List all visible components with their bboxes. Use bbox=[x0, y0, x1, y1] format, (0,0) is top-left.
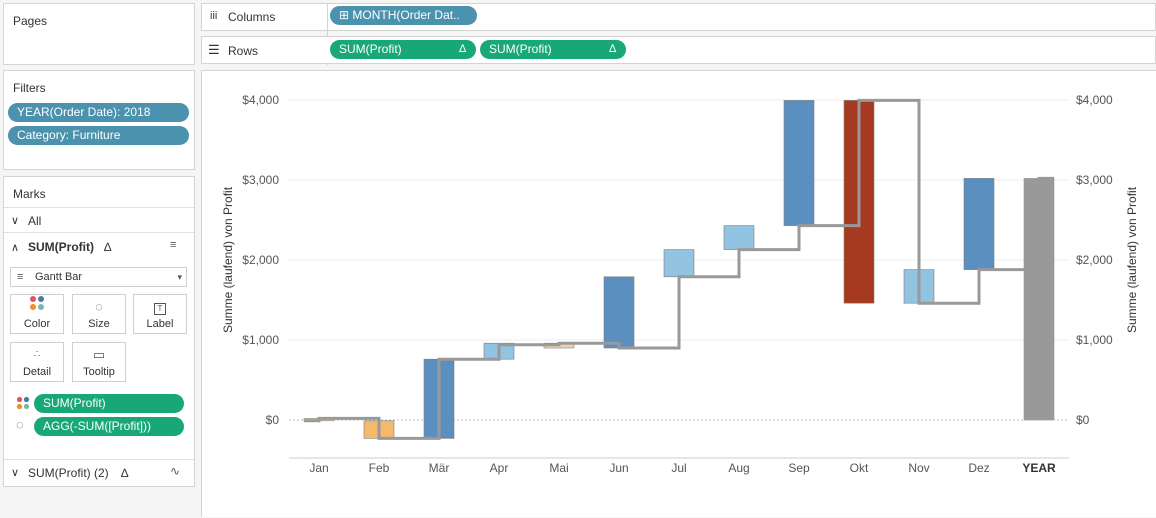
marks-all-label[interactable]: All bbox=[28, 214, 42, 228]
mark-type-dropdown[interactable]: ≡ Gantt Bar ▾ bbox=[10, 267, 187, 287]
y-tick-label-left: $4,000 bbox=[242, 93, 279, 107]
x-tick-label: Sep bbox=[788, 461, 810, 475]
waterfall-bar bbox=[963, 178, 995, 270]
detail-label: Detail bbox=[22, 366, 52, 378]
delta-icon: ∆ bbox=[609, 43, 616, 55]
y-axis-title-left: Summe (laufend) von Profit bbox=[221, 186, 235, 333]
running-total-line bbox=[304, 98, 1054, 440]
plus-box-icon: ⊞ bbox=[339, 8, 350, 22]
color-button[interactable]: Color bbox=[10, 294, 64, 334]
waterfall-bar bbox=[783, 100, 815, 226]
size-label: Size bbox=[88, 318, 110, 330]
chevron-down-icon[interactable]: ∨ bbox=[11, 215, 20, 227]
shelf-divider bbox=[327, 3, 328, 65]
y-tick-label-right: $4,000 bbox=[1076, 93, 1113, 107]
x-tick-label: Okt bbox=[850, 461, 869, 475]
tooltip-icon: ▭ bbox=[92, 347, 106, 362]
marks-card-title[interactable]: SUM(Profit) bbox=[28, 240, 94, 254]
x-tick-label: Dez bbox=[968, 461, 989, 475]
filter-pill-year[interactable]: YEAR(Order Date): 2018 bbox=[8, 103, 189, 122]
x-tick-label: Apr bbox=[490, 461, 509, 475]
y-tick-label-right: $2,000 bbox=[1076, 253, 1113, 267]
chart-canvas: $4,000 $4,000 $3,000 $3,000 $2,000 $2,000 $1,0… bbox=[201, 70, 1156, 517]
line-type-icon: ∿ bbox=[170, 464, 181, 478]
y-tick-label-left: $0 bbox=[266, 413, 280, 427]
label-icon: T bbox=[134, 295, 186, 317]
x-tick-label: Mai bbox=[549, 461, 568, 475]
marks-card-title-2[interactable]: SUM(Profit) (2) bbox=[28, 466, 109, 480]
x-tick-label: Feb bbox=[369, 461, 390, 475]
field-label: AGG(-SUM([Profit])) bbox=[43, 419, 151, 433]
label-button[interactable]: T Label bbox=[133, 294, 187, 334]
x-tick-label: Jan bbox=[309, 461, 328, 475]
detail-button[interactable]: ∴ Detail bbox=[10, 342, 64, 382]
y-tick-label-left: $1,000 bbox=[242, 333, 279, 347]
x-tick-label: Mär bbox=[429, 461, 450, 475]
gantt-bar-icon: ≡ bbox=[17, 271, 24, 283]
waterfall-bar bbox=[603, 276, 635, 349]
x-tick-label: YEAR bbox=[1022, 461, 1056, 475]
color-icon bbox=[11, 295, 63, 317]
columns-label: Columns bbox=[228, 10, 276, 24]
filter-pill-category[interactable]: Category: Furniture bbox=[8, 126, 189, 145]
waterfall-chart: $4,000 $4,000 $3,000 $3,000 $2,000 $2,000 $1,0… bbox=[221, 93, 1139, 475]
size-field-icon: ◌ bbox=[16, 417, 24, 432]
rows-icon: ☰ bbox=[208, 42, 220, 57]
x-tick-label: Jul bbox=[671, 461, 686, 475]
size-button[interactable]: ◌ Size bbox=[72, 294, 126, 334]
rows-pill-label: SUM(Profit) bbox=[339, 42, 402, 56]
x-tick-label: Jun bbox=[609, 461, 628, 475]
filters-title: Filters bbox=[13, 81, 46, 95]
pages-card: Pages bbox=[3, 3, 195, 65]
size-icon: ◌ bbox=[95, 299, 103, 314]
y-tick-label-left: $2,000 bbox=[242, 253, 279, 267]
delta-icon: ∆ bbox=[121, 466, 129, 480]
waterfall-bar bbox=[723, 225, 755, 250]
rows-pill-profit-1[interactable]: SUM(Profit) ∆ bbox=[330, 40, 476, 59]
delta-icon: ∆ bbox=[459, 43, 466, 55]
dropdown-arrow-icon: ▾ bbox=[177, 272, 182, 282]
columns-pill-label: MONTH(Order Dat.. bbox=[352, 8, 460, 22]
label-label: Label bbox=[146, 318, 174, 330]
marks-field-agg[interactable]: AGG(-SUM([Profit])) bbox=[34, 417, 184, 436]
color-label: Color bbox=[23, 318, 51, 330]
rows-pill-profit-2[interactable]: SUM(Profit) ∆ bbox=[480, 40, 626, 59]
field-label: SUM(Profit) bbox=[43, 396, 106, 410]
marks-field-sum-profit[interactable]: SUM(Profit) bbox=[34, 394, 184, 413]
y-tick-label-right: $0 bbox=[1076, 413, 1090, 427]
chevron-up-icon[interactable]: ∧ bbox=[11, 242, 20, 254]
rows-label: Rows bbox=[228, 44, 259, 58]
delta-icon: ∆ bbox=[104, 240, 112, 254]
waterfall-bar bbox=[663, 249, 695, 278]
pages-title: Pages bbox=[13, 14, 48, 28]
y-tick-label-right: $3,000 bbox=[1076, 173, 1113, 187]
gantt-type-icon: ≡ bbox=[170, 239, 177, 251]
columns-icon: iii bbox=[210, 10, 218, 22]
x-tick-label: Aug bbox=[728, 461, 749, 475]
tooltip-label: Tooltip bbox=[83, 366, 115, 378]
mark-type-label: Gantt Bar bbox=[35, 271, 83, 283]
filter-label: YEAR(Order Date): 2018 bbox=[17, 105, 151, 119]
y-tick-label-right: $1,000 bbox=[1076, 333, 1113, 347]
filter-label: Category: Furniture bbox=[17, 128, 121, 142]
y-axis-title-right: Summe (laufend) von Profit bbox=[1125, 186, 1139, 333]
y-tick-label-left: $3,000 bbox=[242, 173, 279, 187]
rows-pill-label: SUM(Profit) bbox=[489, 42, 552, 56]
columns-pill-month[interactable]: ⊞ MONTH(Order Dat.. bbox=[330, 6, 477, 25]
detail-icon: ∴ bbox=[33, 349, 41, 360]
x-tick-label: Nov bbox=[908, 461, 929, 475]
tooltip-button[interactable]: ▭ Tooltip bbox=[72, 342, 126, 382]
marks-title: Marks bbox=[13, 187, 46, 201]
color-field-icon bbox=[16, 396, 30, 413]
chevron-down-icon[interactable]: ∨ bbox=[11, 467, 20, 479]
